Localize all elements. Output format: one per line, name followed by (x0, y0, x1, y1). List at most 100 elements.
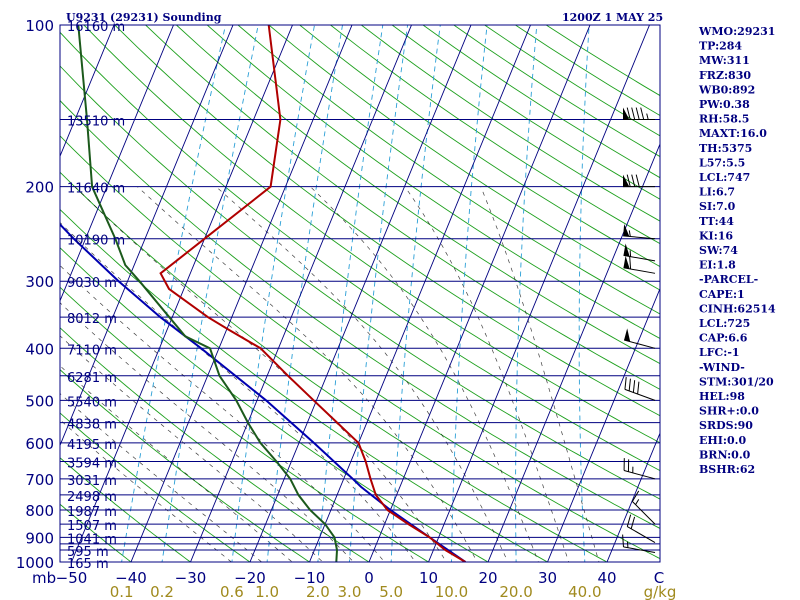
wind-barb (631, 490, 656, 525)
isotherm (309, 25, 531, 562)
isotherm (606, 432, 660, 562)
index-item: CINH:62514 (699, 302, 776, 315)
moist-adiabat (60, 265, 386, 562)
mixing-ratio-label: 0.1 (110, 583, 134, 600)
index-item: TT:44 (699, 215, 734, 228)
barb-staff (624, 388, 656, 401)
index-item: EHI:0.0 (699, 434, 746, 447)
pressure-tick-label: 1000 (16, 554, 54, 572)
barb-pennant (624, 328, 631, 342)
mixing-ratio-line (450, 25, 488, 562)
barb-flag (631, 490, 640, 502)
mixing-ratio-line (231, 25, 315, 562)
barb-flag (626, 107, 631, 120)
barb-flag (628, 378, 631, 391)
isotherm (547, 287, 660, 562)
sounding-profiles (60, 25, 466, 562)
sounding-title: U9231 (29231) Sounding (66, 11, 222, 24)
dry-adiabat (60, 31, 660, 472)
isotherm (0, 13, 59, 573)
height-label: 165 m (67, 557, 109, 572)
temperature-tick-label: 10 (419, 569, 438, 587)
index-item: MW:311 (699, 54, 750, 67)
wind-barb (623, 107, 655, 121)
barb-pennant (623, 243, 630, 257)
barb-flag (630, 516, 636, 529)
temperature-tick-label: −20 (234, 569, 266, 587)
mixing-ratio-label: 40.0 (568, 583, 601, 600)
height-label: 1507 m (67, 519, 117, 534)
index-item: WB0:892 (698, 83, 755, 96)
index-item: LFC:-1 (699, 346, 740, 359)
index-item: SRDS:90 (699, 419, 753, 432)
index-item: CAPE:1 (699, 288, 745, 301)
temperature-tick-label: −40 (115, 569, 147, 587)
mixing-ratio-line (121, 25, 226, 562)
dry-adiabat (545, 25, 660, 97)
barb-flag (631, 107, 636, 120)
isotherm (190, 25, 412, 562)
mb-label: mb (32, 569, 56, 587)
mixing-ratio-line (515, 25, 538, 562)
sounding-time: 1200Z 1 MAY 25 (562, 11, 663, 24)
barb-flag (631, 174, 636, 187)
barb-flag (632, 380, 636, 393)
mixing-ratio-line (390, 25, 441, 562)
barb-staff (623, 546, 656, 553)
barb-staff (623, 339, 656, 349)
index-item: STM:301/20 (699, 375, 774, 388)
index-item: TH:5375 (699, 142, 752, 155)
temperature-tick-label: 40 (597, 569, 616, 587)
pressure-tick-label: 500 (25, 392, 54, 410)
barb-pennant (623, 223, 630, 237)
moist-adiabat (60, 302, 355, 562)
barb-staff (623, 254, 656, 262)
dry-adiabat (60, 286, 430, 562)
height-label: 8012 m (67, 312, 117, 327)
dry-adiabat (60, 99, 660, 529)
pressure-tick-label: 600 (25, 435, 54, 453)
index-item: LI:6.7 (699, 186, 735, 199)
dry-adiabat (60, 503, 132, 562)
temperature-tick-label: 0 (364, 569, 374, 587)
mixing-ratio-line (266, 25, 343, 562)
temperature-tick-label: 20 (478, 569, 497, 587)
wind-barb (623, 458, 656, 480)
dry-adiabat (60, 369, 311, 562)
index-item: FRZ:830 (699, 69, 751, 82)
mixing-ratio-label: 2.0 (306, 583, 330, 600)
moist-adiabat (404, 186, 570, 562)
dry-adiabat (206, 25, 660, 340)
dry-adiabat (484, 25, 660, 137)
dry-adiabat (83, 25, 660, 444)
wind-barb (626, 514, 656, 543)
temperature-tick-label: −50 (56, 569, 88, 587)
dewpoint-trace (77, 25, 339, 562)
height-label: 3031 m (67, 474, 117, 489)
index-item: WMO:29231 (698, 25, 775, 38)
barb-half-flag (635, 499, 640, 505)
index-item: RH:58.5 (699, 113, 749, 126)
pressure-tick-label: 200 (25, 179, 54, 197)
pressure-tick-label: 400 (25, 340, 54, 358)
dry-adiabat (114, 25, 660, 417)
barb-flag (626, 174, 631, 187)
height-label: 1041 m (67, 532, 117, 547)
height-label: 1987 m (67, 505, 117, 520)
mixing-ratio-label: 1.0 (255, 583, 279, 600)
isotherm (487, 142, 660, 562)
mixing-ratio-label: 20.0 (499, 583, 532, 600)
pressure-tick-label: 900 (25, 529, 54, 547)
mixing-ratio-label: 0.6 (220, 583, 244, 600)
isotherm (368, 25, 591, 562)
temperature-tick-label: −10 (294, 569, 326, 587)
isotherm (71, 25, 293, 562)
isotherm (60, 25, 174, 302)
index-item: -PARCEL- (699, 273, 758, 286)
mixing-ratio-label: 5.0 (379, 583, 403, 600)
index-item: MAXT:16.0 (699, 127, 767, 140)
height-label: 6281 m (67, 371, 117, 386)
index-item: SHR+:0.0 (699, 405, 759, 418)
barb-flag (626, 514, 632, 527)
